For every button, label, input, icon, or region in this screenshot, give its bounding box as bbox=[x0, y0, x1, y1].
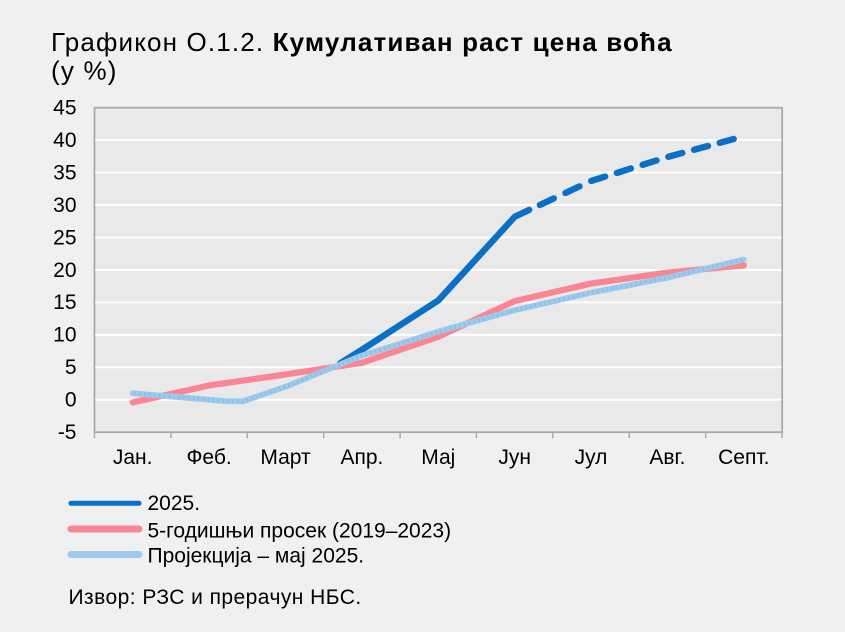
svg-text:Пројекција – мај 2025.: Пројекција – мај 2025. bbox=[148, 545, 365, 568]
svg-text:Јул: Јул bbox=[575, 446, 608, 469]
svg-text:Мај: Мај bbox=[421, 446, 455, 469]
svg-text:Феб.: Феб. bbox=[186, 446, 231, 469]
svg-text:Јун: Јун bbox=[498, 446, 531, 469]
svg-text:40: 40 bbox=[53, 129, 76, 152]
svg-text:10: 10 bbox=[53, 324, 76, 347]
svg-text:30: 30 bbox=[53, 194, 76, 217]
svg-text:(у %): (у %) bbox=[51, 56, 118, 86]
svg-text:Извор: РЗС и прерачун НБС.: Извор: РЗС и прерачун НБС. bbox=[69, 586, 362, 609]
svg-text:25: 25 bbox=[53, 226, 76, 249]
svg-text:0: 0 bbox=[65, 389, 77, 412]
svg-text:15: 15 bbox=[53, 291, 76, 314]
svg-text:-5: -5 bbox=[58, 421, 77, 444]
svg-text:Септ.: Септ. bbox=[718, 446, 769, 469]
svg-text:Март: Март bbox=[260, 446, 311, 469]
svg-text:5-годишњи просек (2019–2023): 5-годишњи просек (2019–2023) bbox=[148, 519, 452, 542]
svg-text:5: 5 bbox=[65, 356, 77, 379]
svg-text:2025.: 2025. bbox=[148, 492, 201, 515]
svg-text:35: 35 bbox=[53, 161, 76, 184]
svg-text:45: 45 bbox=[53, 97, 76, 120]
svg-text:Апр.: Апр. bbox=[340, 446, 383, 469]
svg-text:Јан.: Јан. bbox=[113, 446, 153, 469]
svg-text:Авг.: Авг. bbox=[649, 446, 685, 469]
svg-text:20: 20 bbox=[53, 259, 76, 282]
svg-text:Графикон О.1.2. Кумулативан ра: Графикон О.1.2. Кумулативан раст цена во… bbox=[51, 27, 673, 57]
